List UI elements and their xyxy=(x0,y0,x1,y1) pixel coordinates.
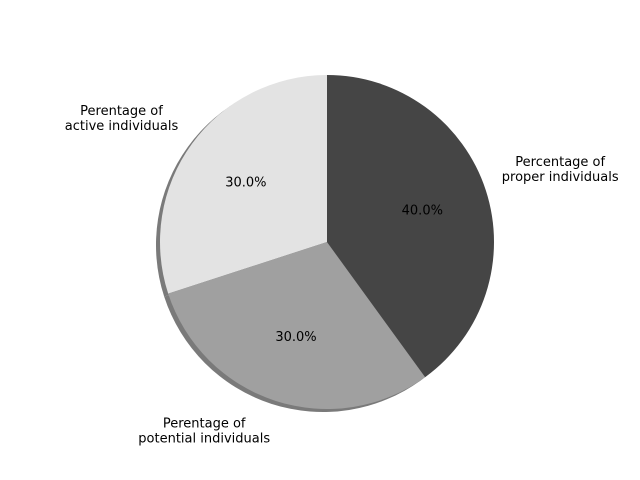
slice-label-line: Percentage of xyxy=(515,155,605,170)
percent-label-3: 40.0% xyxy=(402,204,443,219)
slice-labels: Perentage of active individualsPerentage … xyxy=(65,104,619,447)
pie-slices xyxy=(159,75,495,410)
pie-slice-1 xyxy=(159,75,327,294)
slice-label-line: proper individuals xyxy=(502,170,619,185)
slice-label-line: Perentage of xyxy=(163,417,246,432)
slice-label-3: Percentage of proper individuals xyxy=(502,155,619,185)
slice-label-2: Perentage of potential individuals xyxy=(138,417,270,447)
slice-label-1: Perentage of active individuals xyxy=(65,104,179,134)
pie-slice-2 xyxy=(168,242,426,410)
pie-slice-3 xyxy=(327,75,495,378)
slice-label-line: Perentage of xyxy=(80,104,163,119)
slice-label-line: potential individuals xyxy=(138,432,270,447)
percent-label-1: 30.0% xyxy=(225,176,266,191)
percent-labels: 30.0% 30.0% 40.0% xyxy=(225,176,443,345)
slice-label-line: active individuals xyxy=(65,119,179,134)
percent-label-2: 30.0% xyxy=(275,330,316,345)
